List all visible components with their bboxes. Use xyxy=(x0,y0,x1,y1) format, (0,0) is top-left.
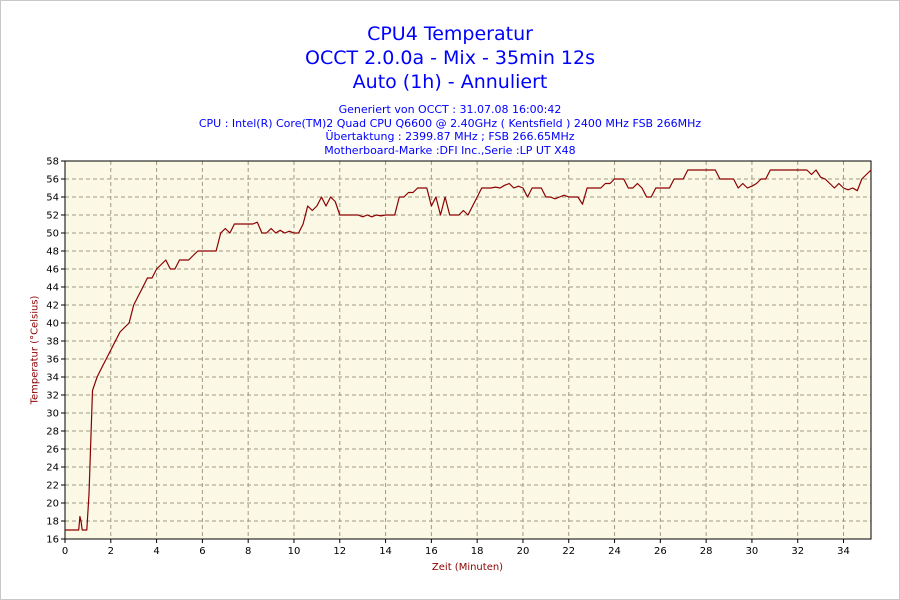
info-line-generated: Generiert von OCCT : 31.07.08 16:00:42 xyxy=(338,103,562,116)
y-tick-label: 24 xyxy=(46,463,59,474)
x-tick-label: 20 xyxy=(517,546,530,557)
y-tick-label: 40 xyxy=(46,319,59,330)
y-tick-label: 26 xyxy=(46,445,59,456)
title-line-2: OCCT 2.0.0a - Mix - 35min 12s xyxy=(304,47,596,69)
series-line-cpu4-temperature xyxy=(65,169,872,531)
info-line-cpu: CPU : Intel(R) Core(TM)2 Quad CPU Q6600 … xyxy=(198,116,702,130)
x-tick-label: 14 xyxy=(379,546,392,557)
y-tick-label: 20 xyxy=(46,499,59,510)
x-tick-label: 18 xyxy=(471,546,484,557)
x-tick-label: 28 xyxy=(700,546,713,557)
title-line-1: CPU4 Temperatur xyxy=(367,23,533,45)
x-tick-label: 34 xyxy=(837,546,850,557)
x-tick-label: 16 xyxy=(425,546,438,557)
y-tick-label: 38 xyxy=(46,337,59,348)
x-tick-label: 26 xyxy=(654,546,667,557)
y-tick-label: 48 xyxy=(46,247,59,258)
y-tick-label: 42 xyxy=(46,301,59,312)
series-group xyxy=(65,169,872,531)
plot-border xyxy=(64,160,872,540)
y-tick-label: 56 xyxy=(46,175,59,186)
x-tick-label: 0 xyxy=(62,546,68,557)
y-tick-label: 32 xyxy=(46,391,59,402)
y-tick-label: 44 xyxy=(46,283,59,294)
y-tick-label: 50 xyxy=(46,229,59,240)
y-tick-label: 52 xyxy=(46,211,59,222)
x-tick-label: 12 xyxy=(333,546,346,557)
y-tick-label: 18 xyxy=(46,517,59,528)
chart-subtitle: Generiert von OCCT : 31.07.08 16:00:42 C… xyxy=(0,103,900,157)
y-tick-label: 22 xyxy=(46,481,59,492)
x-tick-label: 10 xyxy=(288,546,301,557)
x-tick-label: 22 xyxy=(562,546,575,557)
x-tick-label: 6 xyxy=(199,546,205,557)
x-tick-label: 30 xyxy=(746,546,759,557)
x-tick-label: 4 xyxy=(153,546,159,557)
y-tick-label: 34 xyxy=(46,373,59,384)
y-tick-label: 28 xyxy=(46,427,59,438)
y-tick-label: 46 xyxy=(46,265,59,276)
x-tick-label: 8 xyxy=(245,546,251,557)
grid-lines xyxy=(65,161,871,539)
x-tick-label: 24 xyxy=(608,546,621,557)
y-tick-label: 36 xyxy=(46,355,59,366)
plot-area xyxy=(65,161,871,539)
info-line-motherboard: Motherboard-Marke :DFI Inc.,Serie :LP UT… xyxy=(324,143,576,157)
y-tick-label: 30 xyxy=(46,409,59,420)
tick-labels: 1618202224262830323436384042444648505254… xyxy=(46,157,850,558)
x-axis-title: Zeit (Minuten) xyxy=(431,562,504,573)
axes xyxy=(61,160,872,543)
info-line-overclock: Übertaktung : 2399.87 MHz ; FSB 266.65MH… xyxy=(325,130,575,143)
chart-title: CPU4 Temperatur OCCT 2.0.0a - Mix - 35mi… xyxy=(0,22,900,94)
title-line-3: Auto (1h) - Annuliert xyxy=(352,71,548,93)
y-tick-label: 16 xyxy=(46,535,59,546)
y-tick-label: 58 xyxy=(46,157,59,168)
x-tick-label: 2 xyxy=(108,546,114,557)
y-tick-label: 54 xyxy=(46,193,59,204)
x-tick-label: 32 xyxy=(791,546,804,557)
